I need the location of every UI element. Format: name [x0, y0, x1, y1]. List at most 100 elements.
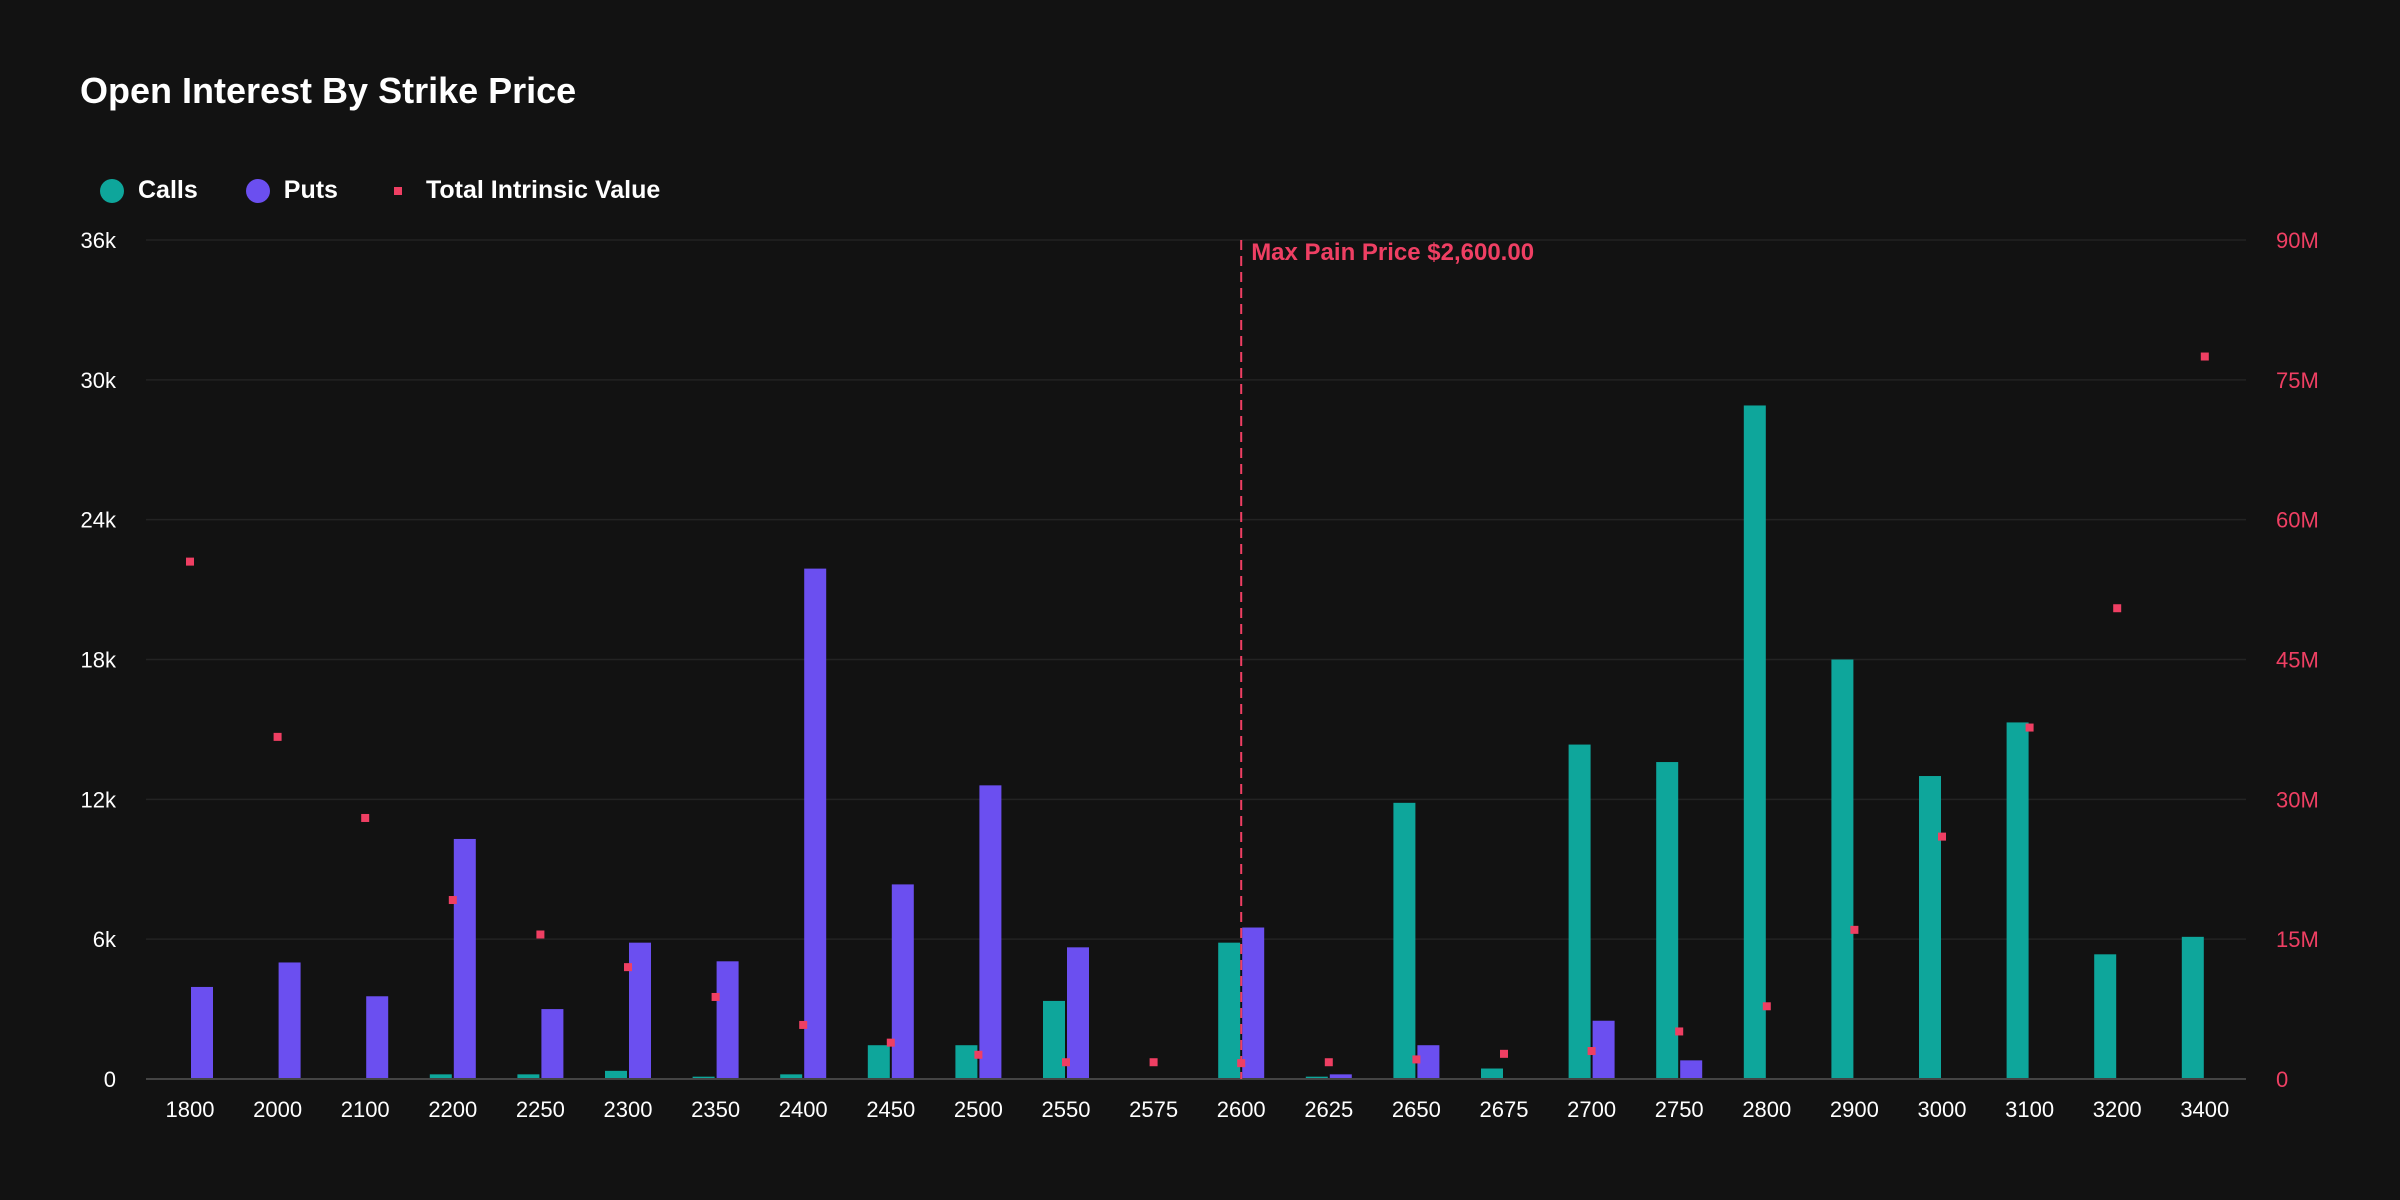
legend: Calls Puts Total Intrinsic Value: [100, 176, 660, 205]
grid-layer: [146, 239, 2246, 940]
y-right-tick-label: 15M: [2276, 927, 2319, 952]
max-pain-layer: Max Pain Price $2,600.00: [1240, 239, 1534, 1079]
y-right-tick-label: 45M: [2276, 648, 2319, 673]
legend-item-puts[interactable]: Puts: [245, 176, 338, 205]
x-tick-label: 2400: [779, 1097, 828, 1122]
tiv-point-3200: [2113, 604, 2122, 613]
put-bar-1800: [191, 986, 213, 1079]
x-tick-label: 3100: [2005, 1097, 2054, 1122]
tiv-point-3400: [2200, 352, 2209, 361]
x-tick-label: 2300: [604, 1097, 653, 1122]
y-left-tick-label: 36k: [81, 228, 117, 253]
tiv-point-3100: [2025, 723, 2034, 732]
puts-swatch-icon: [245, 178, 270, 203]
x-tick-label: 2675: [1480, 1097, 1529, 1122]
y-left-tick-label: 30k: [81, 368, 117, 393]
tiv-point-3000: [1938, 832, 1946, 841]
call-bar-2350: [692, 1076, 715, 1079]
x-tick-label: 2200: [428, 1097, 477, 1122]
tiv-point-2800: [1762, 1002, 1771, 1011]
x-tick-label: 2550: [1042, 1097, 1091, 1122]
x-tick-label: 1800: [166, 1097, 215, 1122]
tiv-point-2450: [886, 1038, 895, 1047]
call-bar-2800: [1743, 405, 1766, 1079]
tiv-point-2750: [1675, 1027, 1684, 1036]
x-tick-label: 2700: [1567, 1097, 1616, 1122]
x-tick-label: 2100: [341, 1097, 390, 1122]
call-bar-2300: [605, 1070, 627, 1079]
put-bar-2600: [1242, 927, 1265, 1079]
put-bar-2200: [453, 838, 476, 1079]
call-bar-2750: [1656, 762, 1679, 1079]
x-tick-label: 2250: [516, 1097, 565, 1122]
tiv-point-2200: [448, 896, 457, 905]
x-tick-label: 2450: [866, 1097, 915, 1122]
put-bar-2650: [1417, 1045, 1440, 1079]
put-bar-2750: [1680, 1060, 1703, 1079]
tiv-point-2650: [1412, 1055, 1421, 1064]
call-bar-2675: [1481, 1068, 1503, 1079]
x-tick-label: 3400: [2180, 1097, 2229, 1122]
calls-swatch-icon: [100, 178, 124, 203]
y-right-tick-label: 90M: [2276, 228, 2319, 253]
chart-title: Open Interest By Strike Price: [80, 70, 577, 111]
tiv-point-2250: [536, 930, 545, 939]
call-bar-2900: [1831, 659, 1854, 1079]
y-left-tick-label: 18k: [81, 648, 117, 673]
put-bar-2450: [891, 884, 914, 1079]
y-left-tick-label: 6k: [93, 927, 117, 952]
put-bar-2300: [629, 942, 651, 1079]
call-bar-2600: [1218, 942, 1241, 1079]
y-left-tick-label: 24k: [81, 508, 117, 533]
points-layer: [186, 352, 2209, 1068]
tiv-point-2300: [624, 963, 632, 972]
call-bar-2700: [1568, 744, 1591, 1079]
tiv-point-2675: [1500, 1049, 1508, 1058]
y-left-tick-label: 12k: [81, 787, 117, 812]
put-bar-2250: [541, 1009, 564, 1079]
axis-layer: 0 6k 12k 18k 24k 30k 36k 0 15M 30M 45M 60M 75M 90M 180…: [81, 228, 2319, 1122]
max-pain-label: Max Pain Price $2,600.00: [1251, 239, 1534, 266]
put-bar-2000: [278, 962, 301, 1079]
y-right-tick-label: 30M: [2276, 787, 2319, 812]
put-bar-2700: [1592, 1020, 1615, 1079]
call-bar-2450: [867, 1045, 890, 1079]
x-tick-label: 2350: [691, 1097, 740, 1122]
call-bar-3400: [2181, 936, 2204, 1079]
tiv-point-2100: [361, 813, 370, 822]
tiv-point-2700: [1587, 1047, 1596, 1056]
tiv-point-2500: [974, 1050, 983, 1059]
legend-item-calls[interactable]: Calls: [100, 176, 198, 205]
call-bar-2625: [1305, 1076, 1328, 1079]
put-bar-2625: [1329, 1074, 1352, 1079]
tiv-point-2900: [1850, 925, 1859, 934]
x-tick-label: 2500: [954, 1097, 1003, 1122]
put-bar-2550: [1067, 947, 1089, 1079]
put-bar-2400: [804, 568, 827, 1079]
y-right-tick-label: 0: [2276, 1067, 2288, 1092]
put-bar-2100: [366, 996, 389, 1079]
x-tick-label: 2800: [1742, 1097, 1791, 1122]
tiv-point-2000: [273, 732, 282, 741]
tiv-swatch-icon: [393, 186, 402, 195]
call-bar-3000: [1919, 776, 1941, 1079]
x-tick-label: 3200: [2093, 1097, 2142, 1122]
call-bar-3200: [2094, 954, 2117, 1079]
x-tick-label: 2750: [1655, 1097, 1704, 1122]
tiv-point-2350: [711, 992, 720, 1001]
legend-item-tiv[interactable]: Total Intrinsic Value: [386, 176, 660, 205]
legend-label-puts: Puts: [283, 176, 338, 204]
x-tick-label: 2900: [1830, 1097, 1879, 1122]
tiv-point-2575: [1149, 1058, 1158, 1067]
x-tick-label: 2625: [1304, 1097, 1353, 1122]
y-left-tick-label: 0: [104, 1067, 116, 1092]
put-bar-2500: [979, 785, 1002, 1079]
call-bar-2400: [780, 1074, 803, 1079]
tiv-point-2400: [799, 1020, 808, 1029]
tiv-point-1800: [186, 557, 194, 566]
call-bar-2550: [1043, 1000, 1065, 1079]
tiv-point-2625: [1324, 1058, 1333, 1067]
x-tick-label: 3000: [1918, 1097, 1967, 1122]
y-right-tick-label: 60M: [2276, 508, 2319, 533]
